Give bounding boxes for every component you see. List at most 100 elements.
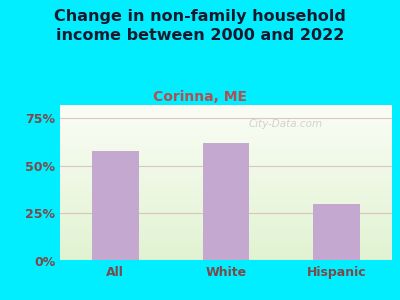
Bar <box>60 197 392 199</box>
Bar <box>60 194 392 196</box>
Bar <box>60 133 392 135</box>
Bar <box>60 242 392 244</box>
Bar <box>60 147 392 149</box>
Bar <box>60 233 392 235</box>
Bar <box>60 155 392 157</box>
Bar <box>60 150 392 152</box>
Bar <box>60 211 392 213</box>
Bar <box>314 204 360 261</box>
Bar <box>60 188 392 189</box>
Bar <box>60 169 392 170</box>
Bar <box>60 213 392 214</box>
Bar <box>60 114 392 116</box>
Bar <box>60 206 392 208</box>
Bar <box>60 256 392 258</box>
Bar <box>60 138 392 139</box>
Bar <box>60 192 392 194</box>
Bar <box>60 174 392 175</box>
Bar <box>60 199 392 200</box>
Bar <box>60 160 392 161</box>
Bar <box>60 222 392 224</box>
Bar <box>60 217 392 219</box>
Bar <box>60 158 392 160</box>
Bar <box>60 182 392 183</box>
Bar <box>60 227 392 228</box>
Bar <box>60 116 392 118</box>
Bar <box>60 166 392 167</box>
Text: Change in non-family household
income between 2000 and 2022: Change in non-family household income be… <box>54 9 346 43</box>
Bar <box>60 139 392 141</box>
Bar <box>60 214 392 216</box>
Bar <box>60 164 392 166</box>
Bar <box>60 127 392 128</box>
Bar <box>92 151 138 261</box>
Bar <box>60 163 392 164</box>
Bar <box>60 196 392 197</box>
Bar <box>60 209 392 211</box>
Bar <box>60 225 392 227</box>
Bar <box>60 106 392 108</box>
Bar <box>60 208 392 209</box>
Bar <box>60 247 392 248</box>
Bar <box>60 135 392 136</box>
Bar <box>60 149 392 150</box>
Bar <box>60 183 392 184</box>
Bar <box>60 220 392 222</box>
Bar <box>60 248 392 250</box>
Bar <box>60 118 392 119</box>
Bar <box>60 200 392 202</box>
Bar <box>203 143 249 261</box>
Bar <box>60 250 392 252</box>
Bar <box>60 105 392 106</box>
Bar <box>60 203 392 205</box>
Bar <box>60 175 392 177</box>
Bar <box>60 111 392 113</box>
Bar <box>60 113 392 114</box>
Bar <box>60 124 392 125</box>
Bar <box>60 253 392 255</box>
Bar <box>60 236 392 238</box>
Bar <box>60 228 392 230</box>
Bar <box>60 131 392 133</box>
Bar <box>60 235 392 236</box>
Bar <box>60 239 392 241</box>
Bar <box>60 186 392 188</box>
Bar <box>60 184 392 186</box>
Bar <box>60 141 392 142</box>
Bar <box>60 119 392 121</box>
Bar <box>60 172 392 174</box>
Text: Corinna, ME: Corinna, ME <box>153 90 247 104</box>
Text: City-Data.com: City-Data.com <box>249 119 323 129</box>
Bar <box>60 170 392 172</box>
Bar <box>60 202 392 203</box>
Bar <box>60 167 392 169</box>
Bar <box>60 121 392 122</box>
Bar <box>60 152 392 153</box>
Bar <box>60 136 392 138</box>
Bar <box>60 224 392 225</box>
Bar <box>60 146 392 147</box>
Bar <box>60 142 392 144</box>
Bar <box>60 177 392 178</box>
Bar <box>60 110 392 111</box>
Bar <box>60 180 392 182</box>
Bar <box>60 255 392 256</box>
Bar <box>60 178 392 180</box>
Bar <box>60 216 392 217</box>
Bar <box>60 241 392 242</box>
Bar <box>60 230 392 231</box>
Bar <box>60 260 392 261</box>
Bar <box>60 144 392 146</box>
Bar <box>60 128 392 130</box>
Bar <box>60 191 392 192</box>
Bar <box>60 122 392 124</box>
Bar <box>60 219 392 220</box>
Bar <box>60 258 392 260</box>
Bar <box>60 157 392 158</box>
Bar <box>60 153 392 155</box>
Bar <box>60 161 392 163</box>
Bar <box>60 244 392 245</box>
Bar <box>60 231 392 233</box>
Bar <box>60 252 392 253</box>
Bar <box>60 108 392 110</box>
